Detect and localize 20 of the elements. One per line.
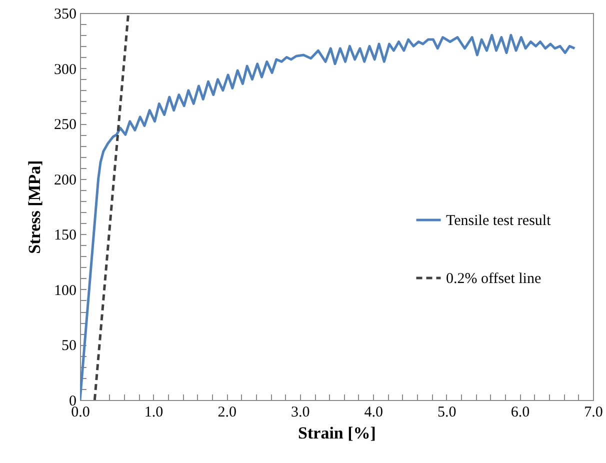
x-tick-label: 6.0 — [510, 404, 530, 420]
legend-label: 0.2% offset line — [446, 271, 542, 287]
x-tick-label: 0.0 — [71, 404, 90, 420]
x-tick-label: 7.0 — [584, 404, 603, 420]
x-tick-label: 2.0 — [218, 404, 236, 420]
x-tick-label: 4.0 — [364, 404, 384, 420]
y-tick-label: 100 — [54, 282, 76, 299]
y-tick-label: 250 — [54, 117, 76, 134]
x-axis-title: Strain [%] — [298, 424, 376, 442]
line-series — [80, 34, 576, 400]
x-tick-label: 3.0 — [290, 404, 310, 420]
x-tick-label: 1.0 — [144, 404, 164, 420]
y-axis-title: Stress [MPa] — [25, 160, 44, 254]
legend-label: Tensile test result — [446, 213, 552, 229]
y-tick-label: 300 — [54, 62, 76, 78]
y-tick-label: 350 — [54, 6, 76, 22]
y-tick-label: 50 — [62, 338, 76, 354]
y-tick-label: 200 — [54, 172, 76, 188]
x-tick-label: 5.0 — [438, 404, 456, 420]
y-tick-label: 150 — [54, 228, 76, 244]
